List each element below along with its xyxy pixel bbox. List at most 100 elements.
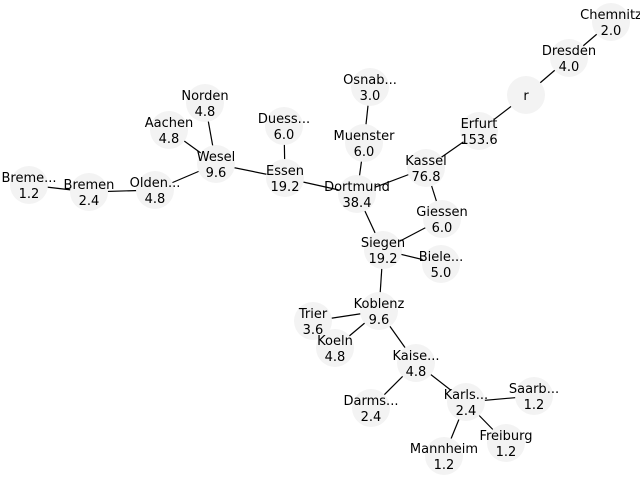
node-osnabrueck: Osnab...3.0 — [343, 68, 397, 106]
node-label: Dresden — [542, 44, 596, 59]
node-label: Erfurt — [461, 117, 498, 132]
node-label: Koeln — [317, 334, 353, 349]
node-value: 6.0 — [354, 145, 375, 160]
node-value: 38.4 — [343, 196, 372, 211]
node-label: Bremen — [64, 178, 115, 193]
node-label: Breme... — [1, 171, 56, 186]
node-circle — [265, 107, 303, 145]
node-value: 9.6 — [206, 166, 227, 181]
node-circle — [364, 231, 402, 269]
node-label: Wesel — [197, 150, 235, 165]
node-oldenburg: Olden...4.8 — [130, 171, 181, 209]
node-value: 2.0 — [601, 24, 622, 39]
node-value: 153.6 — [460, 133, 497, 148]
node-circle — [423, 200, 461, 238]
node-value: 1.2 — [434, 458, 455, 473]
node-circle — [338, 175, 376, 213]
node-label: Aachen — [145, 116, 193, 131]
node-label: Kaise... — [392, 349, 439, 364]
node-value: 5.0 — [431, 266, 452, 281]
node-label: Duess... — [258, 112, 310, 127]
node-circle — [360, 292, 398, 330]
node-label: Olden... — [130, 176, 181, 191]
node-label: Mannheim — [410, 442, 478, 457]
node-value: 2.4 — [361, 410, 382, 425]
node-circle — [10, 166, 48, 204]
node-kaiserslautern: Kaise...4.8 — [392, 344, 440, 382]
node-circle — [266, 159, 304, 197]
node-label: Osnab... — [343, 73, 397, 88]
node-label: Essen — [266, 164, 304, 179]
node-value: 4.8 — [195, 105, 216, 120]
node-circle — [507, 76, 545, 114]
node-label: Chemnitz — [580, 8, 640, 23]
node-value: 6.0 — [432, 221, 453, 236]
node-karlsruhe: Karls...2.4 — [444, 383, 488, 421]
node-circle — [422, 245, 460, 283]
node-bielefeld: Biele...5.0 — [419, 245, 464, 283]
node-value: 76.8 — [412, 170, 441, 185]
node-label: Norden — [181, 89, 228, 104]
node-value: 4.0 — [559, 60, 580, 75]
node-label: Freiburg — [479, 429, 532, 444]
node-circle — [294, 302, 332, 340]
node-circle — [345, 124, 383, 162]
node-value: 3.6 — [303, 323, 324, 338]
node-label: Kassel — [405, 154, 446, 169]
node-r: r — [507, 76, 545, 114]
node-circle — [592, 3, 630, 41]
node-label: r — [523, 89, 529, 104]
node-label: Muenster — [334, 129, 396, 144]
node-value: 1.2 — [524, 398, 545, 413]
node-circle — [425, 437, 463, 475]
node-duesseldorf: Duess...6.0 — [258, 107, 310, 145]
node-label: Saarb... — [509, 382, 559, 397]
node-circle — [550, 39, 588, 77]
node-circle — [460, 112, 498, 150]
node-label: Karls... — [444, 388, 488, 403]
node-circle — [150, 111, 188, 149]
node-circle — [447, 383, 485, 421]
node-bremerhaven: Breme...1.2 — [1, 166, 57, 204]
node-value: 3.0 — [360, 89, 381, 104]
node-label: Darms... — [344, 394, 399, 409]
node-label: Trier — [298, 307, 328, 322]
node-circle — [136, 171, 174, 209]
node-label: Giessen — [416, 205, 467, 220]
node-value: 2.4 — [79, 194, 100, 209]
node-value: 4.8 — [159, 132, 180, 147]
node-label: Biele... — [419, 250, 464, 265]
node-saarbruecken: Saarb...1.2 — [509, 377, 559, 415]
node-value: 9.6 — [369, 313, 390, 328]
node-circle — [407, 149, 445, 187]
node-value: 2.4 — [456, 404, 477, 419]
node-value: 19.2 — [271, 180, 300, 195]
node-label: Siegen — [361, 236, 405, 251]
node-value: 6.0 — [274, 128, 295, 143]
node-circle — [197, 145, 235, 183]
node-circle — [352, 389, 390, 427]
node-label: Dortmund — [324, 180, 390, 195]
node-label: Koblenz — [354, 297, 405, 312]
node-circle — [186, 84, 224, 122]
node-circle — [397, 344, 435, 382]
node-value: 19.2 — [369, 252, 398, 267]
node-value: 1.2 — [19, 187, 40, 202]
